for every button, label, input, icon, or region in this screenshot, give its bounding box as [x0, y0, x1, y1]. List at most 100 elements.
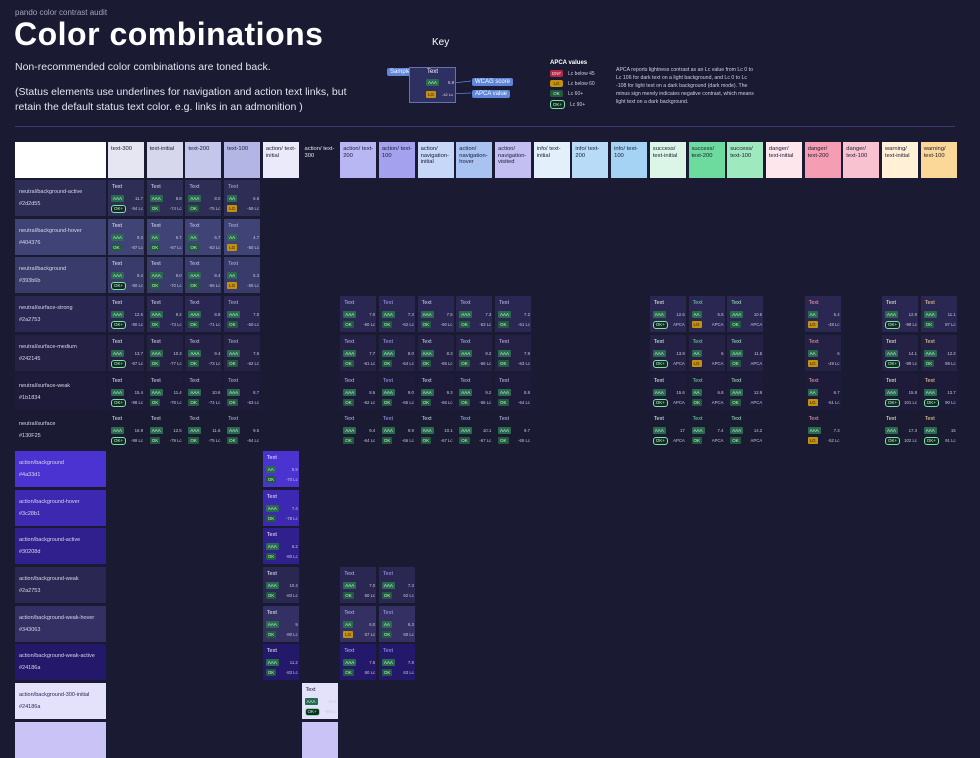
wcag-ratio: 6.8 — [717, 389, 724, 395]
wcag-ratio: 6.7 — [833, 389, 840, 395]
wcag-ratio: 6 — [721, 350, 724, 356]
apca-badge: OK — [343, 321, 354, 329]
wcag-ratio: 10.5 — [753, 312, 763, 318]
combination-cell: Text AAA 8.3 OK -65 Lc — [417, 334, 454, 371]
combination-cell: Text AAA 7.0 OK -60 Lc — [224, 296, 261, 333]
wcag-badge: AAA — [498, 427, 512, 435]
wcag-badge: AA — [807, 311, 818, 319]
combination-cell: Text AAA 9.4 OK+ -90 Lc — [108, 257, 144, 294]
combination-cell: Text AA 6.7 LG -51 Lc — [804, 373, 841, 410]
sample-text: Text — [189, 300, 200, 307]
apca-line: OK+ -97 Lc — [111, 359, 143, 368]
apca-badge: LG — [227, 205, 238, 212]
wcag-badge: AAA — [149, 195, 163, 202]
combination-cell: Text AAA 8.8 OK -74 Lc — [146, 180, 183, 216]
wcag-line: AAA 7.0 — [343, 311, 375, 319]
row-label: action/background-hover #3c28b1 — [15, 489, 106, 526]
apca-value: APCA — [673, 438, 685, 444]
apca-value: -64 Lc — [247, 438, 260, 444]
apca-value: 91 Lc — [945, 438, 956, 444]
apca-line: OK -73 Lc — [188, 359, 220, 367]
apca-line: OK -80 Lc — [265, 553, 298, 561]
sample-text: Text — [344, 377, 355, 384]
apca-value: -55 Lc — [247, 283, 260, 289]
combination-cell: Text AAA 12.9 OK APCA — [727, 373, 764, 410]
sample-text: Text — [499, 377, 510, 384]
apca-line: OK -61 Lc — [343, 359, 375, 367]
combination-cell: Text AAA 13.7 OK+ 90 Lc — [920, 373, 957, 410]
combination-cell: Text AA 5.5 LG APCA — [688, 296, 725, 333]
apca-line: OK 60 Lc — [381, 630, 414, 638]
key-sample-apca-num: -42 Lc — [442, 92, 454, 97]
combination-cell: Text AAA 17 OK+ APCA — [649, 412, 686, 449]
apca-line: OK -63 Lc — [459, 321, 491, 329]
apca-value: -65 Lc — [518, 438, 530, 444]
apca-badge: OK — [265, 553, 277, 561]
wcag-line: AAA 11.4 — [149, 388, 182, 396]
sample-text: Text — [150, 338, 161, 345]
wcag-ratio: 9.2 — [175, 312, 182, 318]
apca-line: OK -83 Lc — [265, 669, 298, 677]
combination-cell: Text AA 5.7 OK -63 Lc — [185, 218, 222, 255]
wcag-line: AAA 9 — [265, 620, 298, 628]
wcag-ratio: 8.2 — [485, 350, 492, 356]
wcag-line: AAA 9.4 — [111, 272, 143, 280]
column-header: danger/ text-initial — [765, 142, 802, 178]
apca-value: 60 Lc — [403, 631, 414, 637]
apca-line: OK+ APCA — [652, 398, 685, 407]
apca-badge: OK — [149, 282, 161, 290]
wcag-ratio: 11.1 — [947, 312, 956, 318]
apca-value: -90 Lc — [131, 283, 143, 289]
apca-badge: OK — [691, 398, 703, 406]
combination-cell: Text AA 5.3 LG -55 Lc — [224, 257, 261, 294]
apca-value: -73 Lc — [169, 322, 182, 328]
combination-cell: Text AAA 15.6 OK+ APCA — [649, 373, 686, 410]
apca-value: -94 Lc — [131, 206, 143, 211]
apca-line: OK 63 Lc — [381, 669, 414, 677]
wcag-ratio: 9.7 — [524, 428, 530, 434]
apca-line: OK+ APCA — [652, 437, 685, 446]
wcag-line: AAA 9.5 — [227, 427, 259, 435]
wcag-ratio: 10.4 — [289, 583, 298, 588]
apca-badge: OK — [188, 205, 199, 212]
wcag-ratio: 7.2 — [524, 312, 530, 318]
wcag-line: AAA 10.4 — [265, 582, 298, 589]
wcag-badge: AAA — [652, 427, 666, 435]
wcag-line: AAA 14.2 — [730, 427, 762, 435]
sample-text: Text — [266, 532, 277, 539]
sample-text: Text — [886, 338, 897, 345]
sample-text: Text — [382, 648, 393, 655]
wcag-line: AAA 9.2 — [459, 388, 491, 396]
apca-badge: OK — [265, 592, 277, 599]
apca-value: APCA — [750, 438, 763, 444]
wcag-badge: AAA — [420, 311, 434, 319]
row-label — [15, 721, 106, 758]
key-sample-wcag: AAA — [426, 79, 440, 86]
wcag-badge: AAA — [730, 311, 744, 319]
sample-text: Text — [228, 222, 239, 229]
combination-cell: Text AAA 11.6 OK -75 Lc — [185, 412, 222, 449]
sample-text: Text — [344, 571, 355, 577]
apca-line: OK -60 Lc — [420, 321, 453, 329]
apca-value: -67 Lc — [169, 244, 182, 250]
wcag-badge: AAA — [807, 427, 821, 435]
column-header: action/ text-100 — [378, 142, 415, 178]
wcag-line: AA 6.8 — [691, 388, 724, 396]
combination-cell: Text AAA 10.3 OK -77 Lc — [146, 334, 183, 371]
sample-text: Text — [382, 416, 393, 423]
wcag-ratio: 6.7 — [175, 234, 182, 240]
apca-badge: OK — [265, 669, 277, 677]
wcag-ratio: 13.7 — [947, 389, 956, 395]
row-label: neutral/surface-weak #1b1834 — [15, 373, 106, 410]
wcag-ratio: 6.2 — [291, 544, 298, 550]
wcag-badge: AA — [149, 233, 160, 241]
wcag-badge: AAA — [459, 427, 473, 435]
sample-text: Text — [421, 377, 432, 384]
sample-text: Text — [499, 338, 510, 345]
apca-badge: OK — [227, 321, 238, 329]
wcag-line: AA 5.3 — [227, 272, 260, 280]
combination-cell: Text AAA 11.5 OK APCA — [727, 334, 764, 371]
wcag-ratio: 11.5 — [754, 350, 763, 356]
sample-text: Text — [499, 300, 510, 307]
wcag-ratio: 5.3 — [253, 273, 260, 279]
